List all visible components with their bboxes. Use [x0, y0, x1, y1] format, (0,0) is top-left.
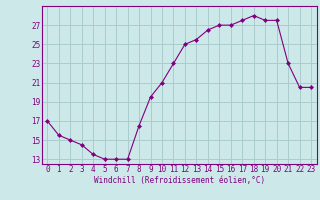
X-axis label: Windchill (Refroidissement éolien,°C): Windchill (Refroidissement éolien,°C) — [94, 176, 265, 185]
